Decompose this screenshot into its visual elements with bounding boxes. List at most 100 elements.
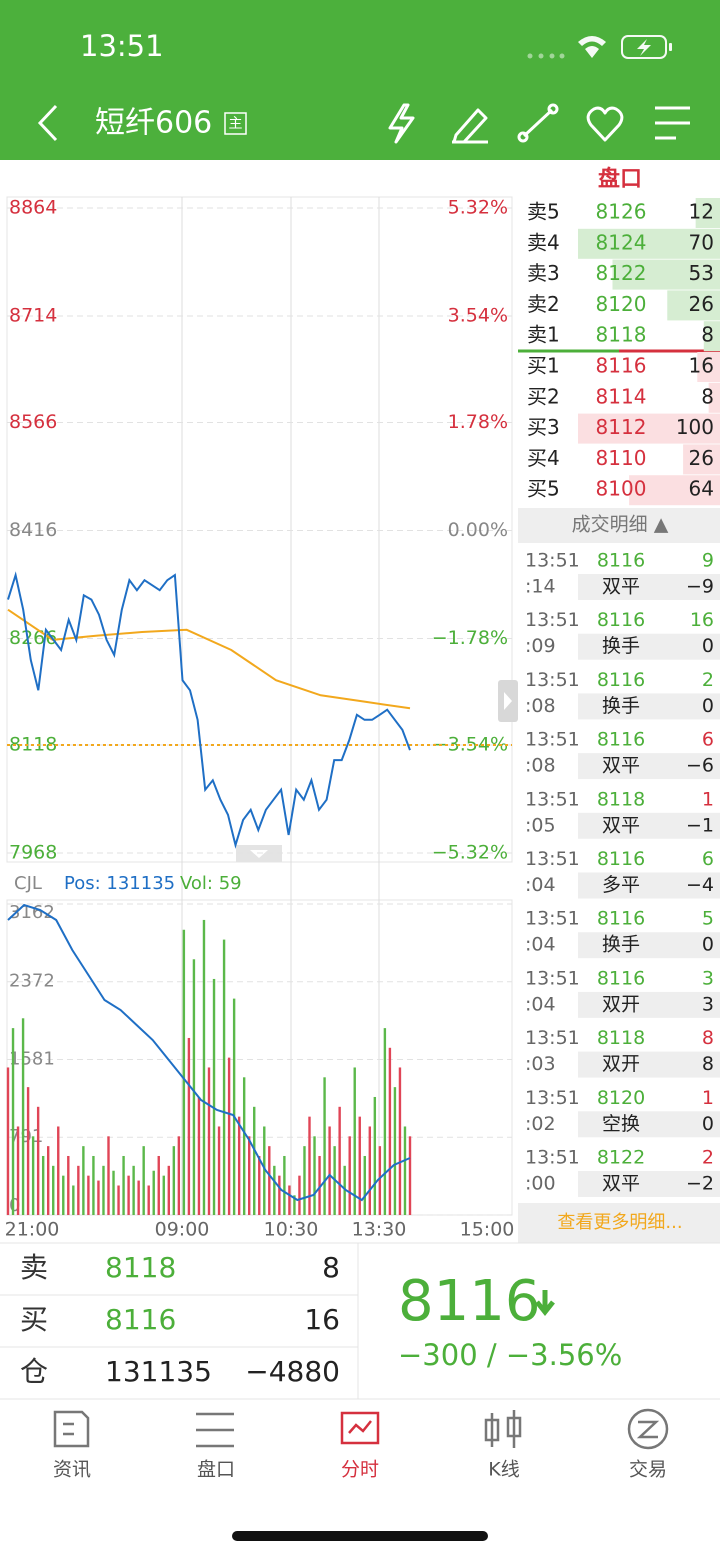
book-volume: 53	[689, 261, 714, 285]
volume-bar	[11, 1028, 15, 1215]
trade-volume: 6	[702, 729, 714, 751]
trade-type: 多平	[602, 874, 640, 896]
depth-bar	[629, 475, 720, 506]
tab-label[interactable]: K线	[488, 1459, 519, 1481]
volume-bar	[62, 1175, 65, 1215]
trade-price: 8122	[597, 1147, 645, 1169]
row-bg	[578, 753, 720, 780]
book-price: 8120	[596, 292, 647, 316]
book-price: 8126	[596, 200, 647, 224]
trade-change: 3	[702, 993, 714, 1015]
trade-volume: 5	[702, 908, 714, 930]
percent-label: 5.32%	[448, 197, 508, 219]
trade-type: 双开	[602, 1053, 640, 1075]
trade-sec: :00	[525, 1173, 556, 1195]
volume-bar	[132, 1165, 135, 1215]
volume-bar	[92, 1155, 95, 1215]
volume-bar	[107, 1136, 110, 1215]
status-icons	[527, 35, 672, 59]
tab-label[interactable]: 资讯	[53, 1459, 91, 1481]
volume-bar	[197, 1096, 201, 1215]
volume-bar	[67, 1155, 70, 1215]
volume-vol: Vol: 59	[180, 873, 242, 894]
volume-bar	[152, 1170, 155, 1215]
book-label: 卖2	[527, 292, 560, 316]
draw-icon[interactable]	[452, 108, 488, 144]
time-label: 21:00	[5, 1219, 60, 1241]
volume-bar	[162, 1175, 165, 1215]
volume-bar	[227, 1057, 231, 1215]
volume-bar	[77, 1165, 80, 1215]
position-line	[7, 903, 411, 1202]
tab-label[interactable]: 交易	[629, 1459, 667, 1481]
trade-price: 8116	[597, 550, 645, 572]
book-label: 买1	[527, 354, 560, 378]
trade-price: 8116	[597, 848, 645, 870]
trade-volume: 2	[702, 669, 714, 691]
book-volume: 12	[689, 200, 714, 224]
trade-type: 双开	[602, 993, 640, 1015]
volume-bar	[263, 1126, 266, 1215]
trade-volume: 1	[702, 1087, 714, 1109]
trade-change: −1	[686, 814, 714, 836]
back-button[interactable]	[37, 104, 58, 142]
trade-price: 8116	[597, 609, 645, 631]
volume-bar	[242, 1077, 246, 1215]
volume-bar	[47, 1146, 50, 1215]
trade-sec: :03	[525, 1053, 556, 1075]
trade-type: 双平	[602, 1173, 640, 1195]
volume-bar	[258, 1155, 261, 1215]
volume-bar	[298, 1175, 301, 1215]
percent-label: 3.54%	[448, 304, 508, 326]
depth-bar	[578, 413, 720, 444]
book-label: 买3	[527, 415, 560, 439]
line-icon-dot	[547, 103, 559, 115]
last-price: 8116	[398, 1269, 541, 1334]
volume-bar	[187, 1037, 191, 1215]
book-volume: 26	[689, 292, 714, 316]
header-title: 短纤606	[95, 106, 212, 141]
line-icon[interactable]	[522, 108, 554, 138]
row-bg	[578, 693, 720, 720]
row-bg	[578, 1111, 720, 1138]
favorite-icon[interactable]	[586, 106, 624, 142]
volume-bar	[87, 1175, 90, 1215]
book-volume: 70	[689, 230, 714, 254]
trade-sec: :08	[525, 755, 556, 777]
quote-label: 买	[20, 1303, 48, 1336]
row-bg	[578, 574, 720, 600]
book-price: 8122	[596, 261, 647, 285]
y-tick-label: 8864	[9, 197, 57, 219]
tab-label[interactable]: 盘口	[197, 1459, 235, 1481]
line-icon-dot	[517, 131, 529, 143]
more-link[interactable]: 查看更多明细...	[557, 1212, 682, 1233]
volume-bar	[97, 1180, 100, 1215]
collapse-arrow	[504, 692, 512, 710]
book-label: 买2	[527, 384, 560, 408]
trade-type: 空换	[602, 1113, 640, 1135]
menu-icon[interactable]	[655, 106, 690, 140]
y-tick-label: 8714	[9, 304, 57, 326]
depth-bar	[578, 228, 720, 259]
home-indicator	[232, 1531, 488, 1541]
book-label: 卖4	[527, 230, 560, 254]
trade-time: 13:51	[525, 848, 580, 870]
book-volume: 8	[701, 323, 714, 347]
trade-volume: 8	[702, 1027, 714, 1049]
volume-bar	[237, 1116, 241, 1215]
trade-sec: :08	[525, 695, 556, 717]
volume-bar	[112, 1170, 115, 1215]
tab-label[interactable]: 分时	[341, 1459, 379, 1481]
volume-bar	[217, 1126, 221, 1215]
volume-bar	[393, 1087, 397, 1215]
volume-name: CJL	[14, 873, 42, 894]
last-change: −300 / −3.56%	[398, 1338, 622, 1372]
status-time: 13:51	[80, 29, 164, 63]
quote-price: 131135	[105, 1355, 212, 1388]
book-volume: 64	[689, 477, 714, 501]
flash-icon[interactable]	[388, 103, 415, 144]
trade-change: −2	[686, 1173, 714, 1195]
y-tick-label: 8416	[9, 519, 57, 541]
volume-bar	[102, 1165, 105, 1215]
volume-bar	[318, 1155, 321, 1215]
